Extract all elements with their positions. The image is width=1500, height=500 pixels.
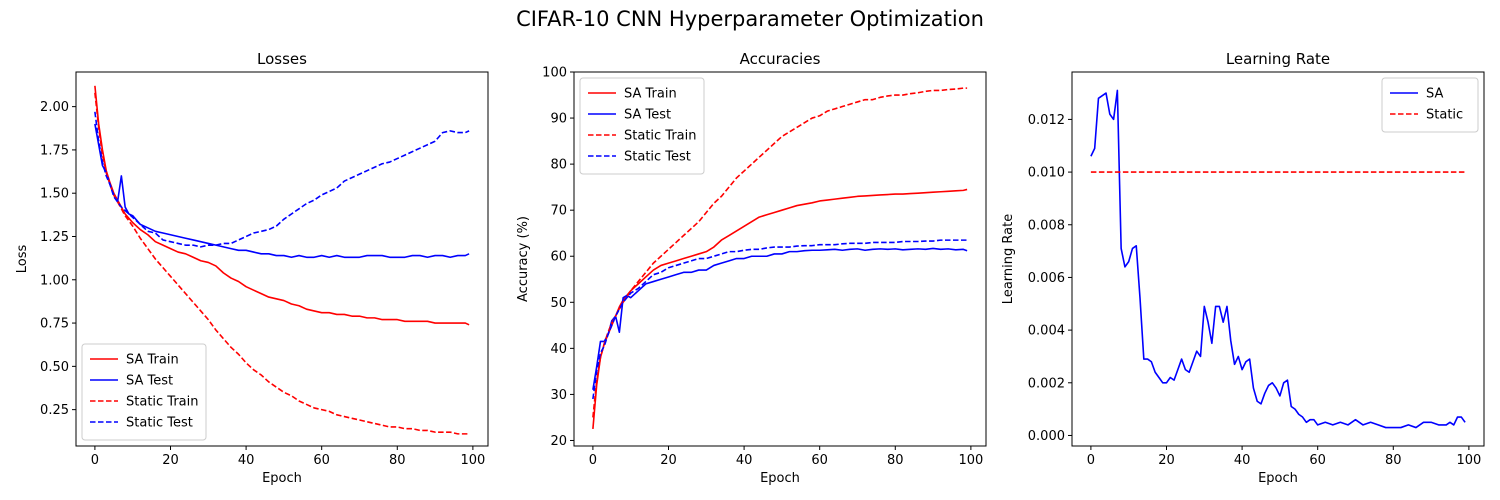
losses-x-tick-label: 100 (460, 453, 485, 468)
learning-rate-panel: Learning Rate Epoch Learning Rate 0 20 40 6… (1001, 50, 1485, 486)
losses-legend-label-sa-train: SA Train (126, 353, 179, 368)
accuracies-series-sa-train (592, 188, 968, 430)
losses-y-tick-label: 0.50 (40, 360, 69, 375)
learning-rate-x-tick-label: 20 (1158, 453, 1175, 468)
accuracies-x-tick-label: 80 (887, 453, 904, 468)
accuracies-x-tick-label: 60 (811, 453, 828, 468)
learning-rate-x-tick-label: 100 (1456, 453, 1481, 468)
losses-x-tick-label: 40 (238, 453, 255, 468)
losses-y-tick-label: 1.50 (40, 187, 69, 202)
learning-rate-x-tick-label: 0 (1087, 453, 1095, 468)
accuracies-legend: SA Train SA Test Static Train Static Test (579, 77, 705, 175)
losses-ylabel: Loss (15, 245, 30, 274)
losses-y-tick-label: 0.75 (40, 317, 69, 332)
learning-rate-y-tick-label: 0.002 (1028, 376, 1065, 391)
learning-rate-legend-box (1381, 77, 1479, 133)
losses-series-sa-train (94, 85, 470, 326)
losses-y-tick-label: 1.00 (40, 273, 69, 288)
learning-rate-title: Learning Rate (1226, 50, 1330, 68)
learning-rate-axes-frame (1071, 71, 1485, 447)
figure-title: CIFAR-10 CNN Hyperparameter Optimization (516, 7, 984, 31)
learning-rate-ylabel: Learning Rate (1001, 214, 1016, 304)
losses-x-tick-label: 80 (389, 453, 406, 468)
accuracies-y-tick-label: 80 (550, 158, 567, 173)
accuracies-title: Accuracies (740, 50, 821, 68)
learning-rate-y-tick-label: 0.000 (1028, 429, 1065, 444)
losses-series-static-train (94, 92, 470, 435)
accuracies-panel: Accuracies Epoch Accuracy (%) 0 20 40 60 80 1… (516, 50, 987, 486)
accuracies-legend-label-sa-train: SA Train (624, 87, 677, 102)
accuracies-series-static-train (592, 87, 968, 418)
accuracies-y-tick-label: 20 (550, 434, 567, 449)
learning-rate-x-tick-label: 60 (1309, 453, 1326, 468)
accuracies-legend-box (579, 77, 705, 175)
learning-rate-y-tick-label: 0.012 (1028, 113, 1065, 128)
losses-legend: SA Train SA Test Static Train Static Test (81, 343, 207, 441)
learning-rate-series-sa (1090, 89, 1466, 429)
accuracies-y-tick-label: 100 (542, 66, 567, 81)
learning-rate-y-tick-label: 0.006 (1028, 271, 1065, 286)
losses-x-tick-label: 0 (91, 453, 99, 468)
accuracies-x-tick-label: 0 (589, 453, 597, 468)
accuracies-y-tick-label: 30 (550, 388, 567, 403)
losses-legend-label-static-train: Static Train (126, 395, 199, 410)
accuracies-y-tick-label: 40 (550, 342, 567, 357)
learning-rate-xlabel: Epoch (1258, 471, 1298, 486)
losses-panel: Losses Epoch Loss 0 20 40 60 80 100 0.25 0.50 0.… (15, 50, 489, 486)
accuracies-legend-label-sa-test: SA Test (624, 108, 671, 123)
accuracies-x-tick-label: 40 (736, 453, 753, 468)
losses-x-tick-label: 20 (162, 453, 179, 468)
learning-rate-legend-label-static: Static (1426, 108, 1463, 123)
losses-series-static-test (94, 111, 470, 248)
losses-series-sa-test (94, 123, 470, 259)
losses-y-tick-label: 1.75 (40, 143, 69, 158)
accuracies-y-tick-label: 60 (550, 250, 567, 265)
losses-legend-label-static-test: Static Test (126, 416, 193, 431)
accuracies-x-tick-label: 20 (660, 453, 677, 468)
losses-y-tick-label: 2.00 (40, 100, 69, 115)
accuracies-legend-label-static-test: Static Test (624, 150, 691, 165)
learning-rate-x-tick-label: 80 (1385, 453, 1402, 468)
accuracies-axes-frame (573, 71, 987, 447)
learning-rate-legend: SA Static (1381, 77, 1479, 133)
accuracies-y-tick-label: 70 (550, 204, 567, 219)
losses-title: Losses (257, 50, 307, 68)
accuracies-legend-label-static-train: Static Train (624, 129, 697, 144)
accuracies-y-tick-label: 90 (550, 112, 567, 127)
losses-xlabel: Epoch (262, 471, 302, 486)
losses-legend-box (81, 343, 207, 441)
learning-rate-legend-label-sa: SA (1426, 87, 1443, 102)
learning-rate-y-tick-label: 0.008 (1028, 218, 1065, 233)
learning-rate-y-tick-label: 0.010 (1028, 166, 1065, 181)
losses-axes-frame (75, 71, 489, 447)
accuracies-ylabel: Accuracy (%) (516, 216, 531, 302)
losses-legend-label-sa-test: SA Test (126, 374, 173, 389)
accuracies-x-tick-label: 100 (958, 453, 983, 468)
accuracies-xlabel: Epoch (760, 471, 800, 486)
accuracies-series-static-test (592, 239, 968, 400)
losses-y-tick-label: 1.25 (40, 230, 69, 245)
accuracies-y-tick-label: 50 (550, 296, 567, 311)
learning-rate-x-tick-label: 40 (1234, 453, 1251, 468)
losses-x-tick-label: 60 (313, 453, 330, 468)
losses-y-tick-label: 0.25 (40, 403, 69, 418)
learning-rate-y-tick-label: 0.004 (1028, 324, 1065, 339)
